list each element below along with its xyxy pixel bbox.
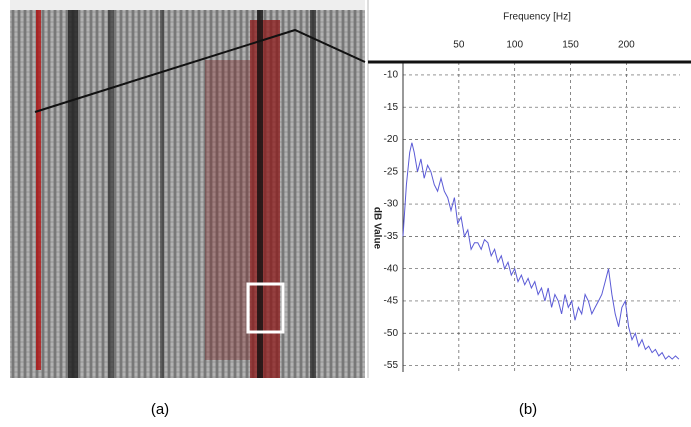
panel-label: (a) [151,401,169,418]
spectrum-line [402,142,680,360]
y-tick-label: -45 [384,296,399,307]
seismic-panel [10,0,366,378]
y-tick-label: -15 [384,102,399,113]
dark-trace [160,10,164,378]
chart-title: Frequency [Hz] [503,12,571,23]
y-tick-label: -50 [384,328,399,339]
highlight-box [246,282,285,334]
x-tick-label: 150 [562,40,579,51]
first-arrival [34,28,366,113]
x-tick-label: 200 [618,40,635,51]
y-axis-label: dB Value [371,207,382,250]
y-tick-label: -25 [384,166,399,177]
y-tick-label: -10 [384,70,399,81]
x-tick-label: 50 [453,40,465,51]
y-tick-label: -40 [384,263,399,274]
y-tick-label: -55 [384,360,399,371]
red-zone [250,20,280,378]
red-zone [205,60,250,360]
header-strip [10,0,365,10]
x-tick-label: 100 [506,40,523,51]
dark-trace [108,10,114,378]
dark-trace [257,10,263,378]
y-tick-label: -20 [384,134,399,145]
y-tick-label: -35 [384,231,399,242]
panel-label: (b) [519,401,537,418]
y-tick-label: -30 [384,199,399,210]
dark-trace [68,10,78,378]
red-trace [36,10,41,370]
dark-trace [310,10,316,378]
